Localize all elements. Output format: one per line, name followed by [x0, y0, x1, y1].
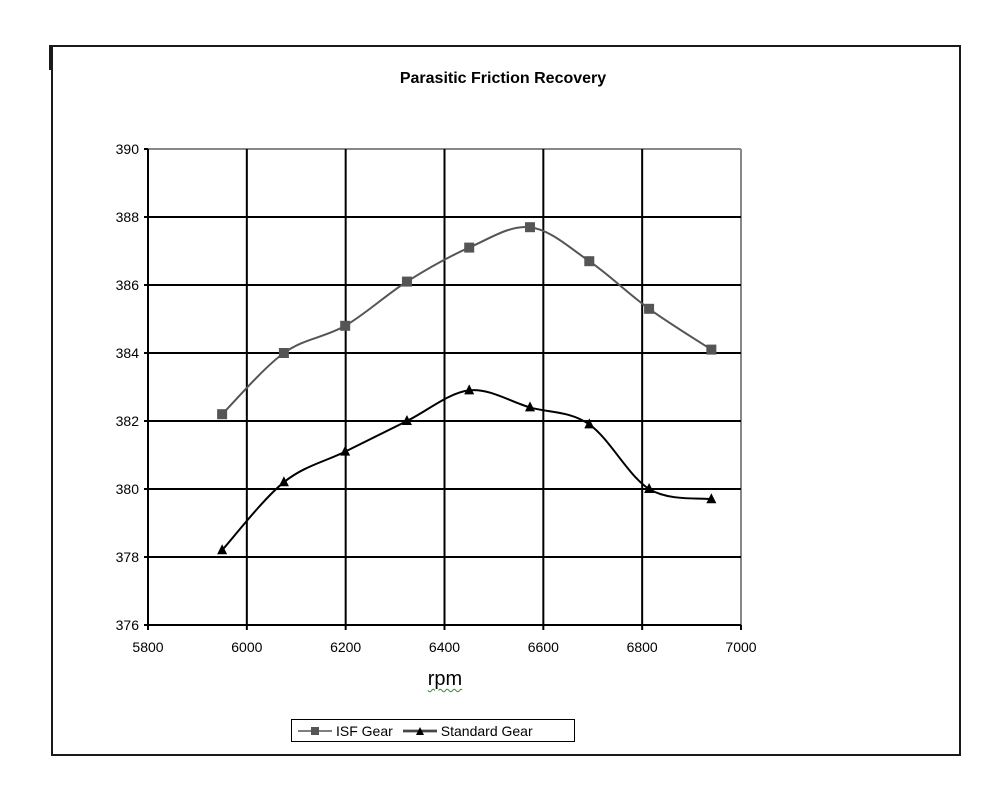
x-tick-label: 6200	[330, 639, 361, 655]
legend-label: ISF Gear	[336, 722, 393, 739]
x-tick-label: 7000	[725, 639, 756, 655]
triangle-marker-icon	[340, 445, 351, 456]
legend-item-isf-gear: ISF Gear	[298, 723, 397, 739]
triangle-marker-icon	[464, 384, 475, 395]
square-marker-icon	[464, 242, 475, 253]
y-tick-label: 380	[116, 481, 140, 497]
square-marker-icon	[584, 256, 595, 267]
y-tick-label: 382	[116, 413, 140, 429]
triangle-marker-icon	[706, 493, 717, 504]
chart-frame	[51, 45, 961, 756]
square-marker-icon	[401, 276, 412, 287]
legend-label: Standard Gear	[440, 722, 533, 739]
triangle-marker-icon	[217, 544, 228, 555]
y-tick-label: 390	[116, 141, 140, 157]
square-marker-icon	[217, 409, 228, 420]
y-tick-label: 384	[116, 345, 140, 361]
triangle-marker-icon	[644, 483, 655, 493]
x-axis-label-text: rpm	[427, 668, 463, 690]
x-tick-label: 5800	[132, 639, 163, 655]
triangle-marker-icon	[524, 401, 535, 412]
triangle-marker-icon	[401, 415, 412, 425]
square-marker-icon	[524, 222, 535, 233]
x-tick-label: 6600	[528, 639, 559, 655]
chart-title: Parasitic Friction Recovery	[399, 70, 607, 87]
x-tick-label: 6000	[231, 639, 262, 655]
triangle-marker-icon	[402, 726, 437, 735]
series-line-isf-gear	[221, 226, 712, 415]
x-axis-label: rpm	[400, 668, 490, 691]
square-marker-icon	[340, 320, 351, 331]
triangle-marker-icon	[584, 418, 595, 429]
square-marker-icon	[644, 303, 655, 314]
square-marker-icon	[298, 726, 332, 735]
triangle-marker-icon	[278, 476, 289, 487]
x-tick-label: 6400	[429, 639, 460, 655]
y-tick-label: 386	[116, 277, 140, 293]
frame-edge-mark	[49, 45, 52, 70]
legend-item-standard-gear: Standard Gear	[402, 722, 537, 739]
y-tick-label: 376	[116, 617, 140, 633]
square-marker-icon	[278, 348, 289, 358]
y-tick-label: 378	[116, 549, 140, 565]
square-marker-icon	[706, 344, 717, 355]
x-tick-label: 6800	[627, 639, 658, 655]
y-tick-label: 388	[116, 209, 140, 225]
series-line-standard-gear	[221, 389, 712, 551]
legend: ISF Gear Standard Gear	[291, 719, 575, 742]
